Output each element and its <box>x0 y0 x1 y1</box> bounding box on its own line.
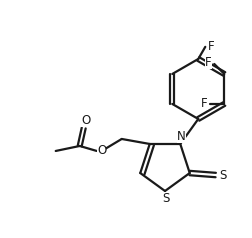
Text: S: S <box>162 192 170 204</box>
Text: F: F <box>201 98 208 110</box>
Text: O: O <box>97 144 106 158</box>
Text: S: S <box>219 169 226 182</box>
Text: N: N <box>177 130 186 144</box>
Text: F: F <box>205 56 212 69</box>
Text: F: F <box>208 40 215 53</box>
Text: O: O <box>81 114 90 128</box>
